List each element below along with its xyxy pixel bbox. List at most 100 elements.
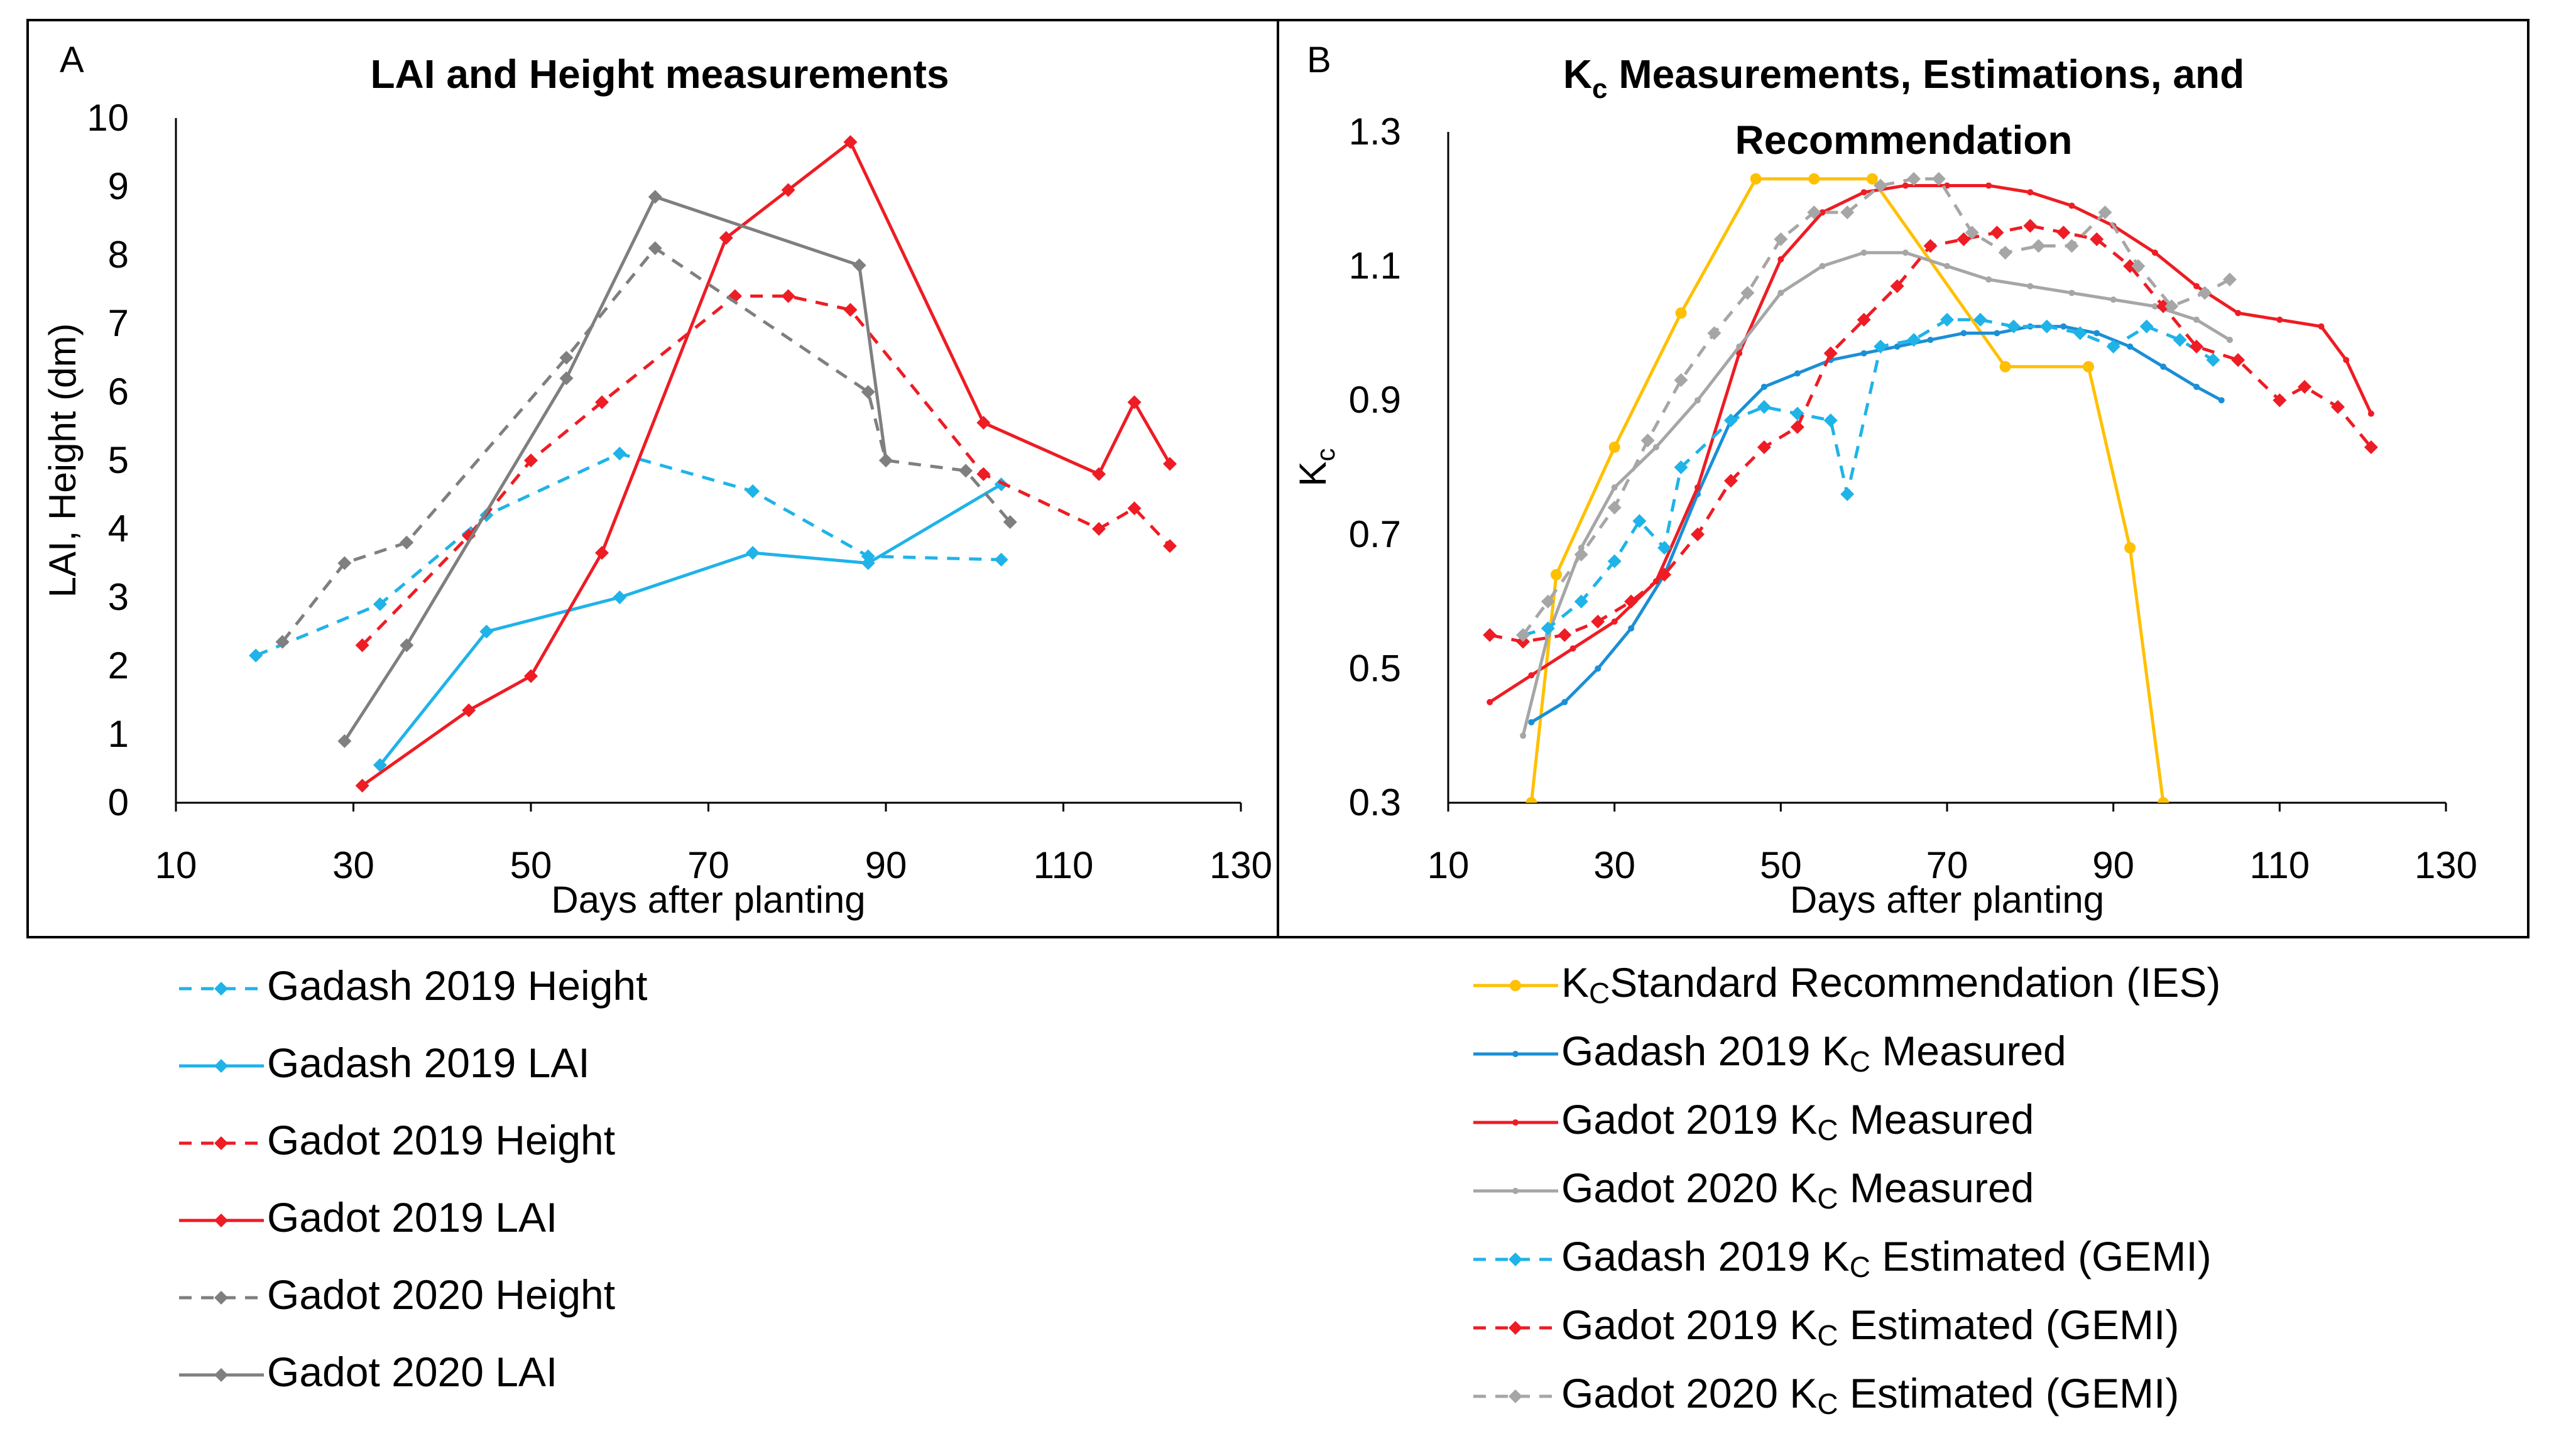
data-point: [1999, 361, 2011, 372]
data-point: [1931, 171, 1946, 186]
data-point: [1944, 263, 1950, 269]
data-point: [843, 303, 858, 317]
legend-item: Gadash 2019 KC Estimated (GEMI): [1473, 1233, 2212, 1283]
data-point: [1956, 232, 1971, 246]
data-point: [2193, 283, 2200, 290]
legend-marker: [214, 1368, 228, 1382]
x-tick-label: 50: [510, 844, 552, 886]
legend-label: Gadash 2019 LAI: [267, 1040, 590, 1086]
data-point: [2231, 353, 2246, 367]
data-point: [559, 371, 574, 386]
data-point: [746, 546, 760, 560]
data-point: [976, 416, 991, 430]
data-point: [1860, 249, 1867, 256]
data-point: [1907, 171, 1921, 186]
data-point: [994, 553, 1008, 567]
data-point: [1965, 225, 1979, 240]
data-point: [524, 454, 538, 467]
data-point: [2151, 249, 2158, 256]
data-point: [1611, 618, 1618, 625]
data-point: [1985, 276, 1992, 283]
data-point: [462, 528, 476, 543]
data-point: [2039, 319, 2054, 334]
data-point: [2206, 353, 2220, 367]
y-tick-label: 3: [108, 576, 129, 618]
data-point: [1760, 383, 1767, 390]
data-point: [1628, 625, 1635, 632]
data-point: [861, 385, 875, 399]
y-tick-label: 0.5: [1349, 647, 1401, 689]
data-point: [2173, 333, 2187, 347]
legend-marker: [1512, 1119, 1519, 1126]
data-point: [373, 758, 387, 773]
data-point: [400, 638, 414, 653]
data-point: [1927, 337, 1934, 344]
data-point: [852, 258, 866, 273]
data-point: [1808, 173, 1820, 185]
data-point: [1807, 205, 1821, 220]
data-point: [337, 556, 352, 570]
legend-item: Gadot 2020 Height: [179, 1271, 615, 1318]
x-tick-label: 110: [2250, 844, 2310, 886]
legend-label: Gadot 2020 Height: [267, 1271, 615, 1318]
data-point: [2273, 393, 2287, 408]
legend-item: Gadot 2019 LAI: [179, 1194, 557, 1241]
legend-item: Gadot 2019 Height: [179, 1117, 615, 1163]
data-point: [1973, 313, 1987, 327]
data-point: [2027, 283, 2034, 290]
data-point: [1541, 594, 1555, 609]
data-point: [1127, 501, 1142, 516]
data-point: [2151, 303, 2158, 310]
y-tick-label: 0.7: [1349, 513, 1401, 555]
data-point: [2276, 317, 2283, 323]
data-point: [1528, 719, 1535, 725]
data-point: [1574, 547, 1588, 562]
x-axis-title: Days after planting: [1790, 879, 2104, 921]
x-tick-label: 130: [1209, 844, 1272, 886]
data-point: [1874, 178, 1888, 193]
series-line: [361, 140, 1172, 787]
series-group: [249, 135, 1177, 793]
data-point: [1907, 333, 1921, 347]
y-tick-label: 10: [87, 97, 129, 139]
data-point: [843, 135, 858, 149]
data-point: [2298, 379, 2312, 394]
legend-item: Gadash 2019 LAI: [179, 1040, 590, 1086]
data-point: [2226, 337, 2233, 344]
legend-item: Gadot 2019 KC Measured: [1473, 1096, 2034, 1146]
legend-marker: [214, 1059, 228, 1073]
series-line: [281, 246, 1012, 643]
data-point: [1823, 413, 1838, 428]
data-point: [2193, 317, 2200, 323]
data-point: [2367, 410, 2374, 417]
data-point: [1163, 539, 1177, 553]
data-point: [1840, 205, 1855, 220]
data-point: [1632, 514, 1647, 528]
y-tick-label: 0.9: [1349, 379, 1401, 421]
data-point: [1940, 313, 1954, 327]
legend-marker: [1512, 1051, 1519, 1057]
legend-item: Gadash 2019 KC Measured: [1473, 1028, 2066, 1078]
data-point: [1591, 614, 1605, 629]
data-point: [648, 190, 662, 204]
data-point: [1558, 628, 1572, 642]
data-point: [2006, 319, 2021, 334]
y-tick-label: 4: [108, 508, 129, 550]
data-point: [400, 535, 414, 550]
data-point: [1866, 173, 1878, 185]
data-point: [1694, 484, 1701, 491]
y-axis-title: Kc: [1292, 448, 1340, 486]
data-point: [1483, 628, 1497, 642]
data-point: [595, 395, 609, 410]
data-point: [1902, 249, 1909, 256]
data-point: [2164, 299, 2179, 313]
data-point: [275, 634, 290, 649]
data-point: [1890, 279, 1904, 293]
data-point: [1819, 209, 1826, 216]
data-point: [1960, 330, 1967, 337]
legend-label: Gadash 2019 KC Measured: [1561, 1028, 2066, 1078]
data-point: [746, 484, 760, 499]
data-point: [1569, 645, 1576, 652]
